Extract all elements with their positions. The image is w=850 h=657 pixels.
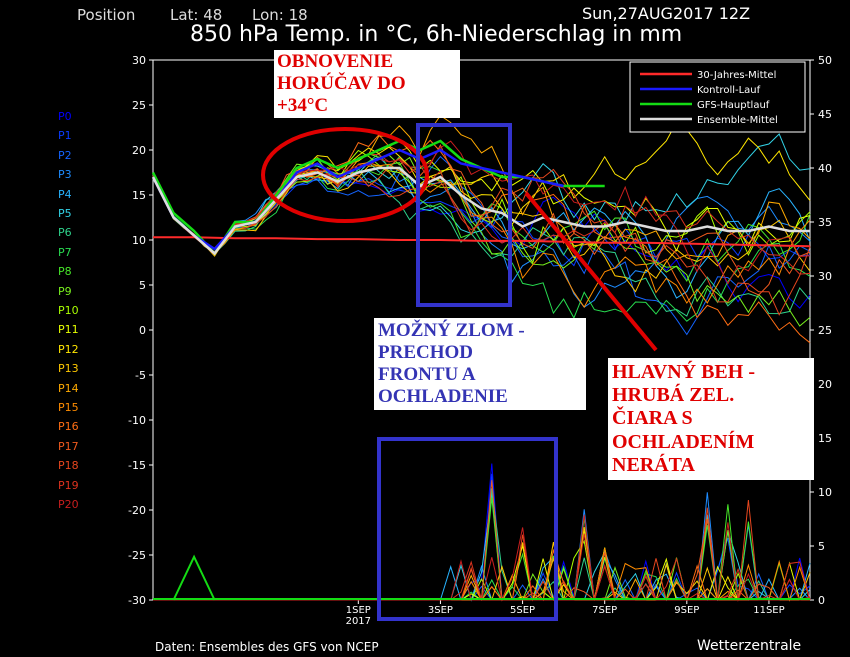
left-tick-label: 20 [132, 144, 146, 157]
member-label: P9 [58, 284, 72, 298]
front-box-precip [377, 437, 558, 621]
member-label: P7 [58, 245, 72, 259]
x-tick-label: 2017 [346, 616, 371, 627]
member-label: P10 [58, 304, 79, 317]
left-tick-label: 5 [139, 279, 146, 292]
right-tick-label: 25 [818, 324, 832, 337]
main-run-annotation: HLAVNÝ BEH - HRUBÁ ZEL. ČIARA S OCHLADEN… [608, 358, 814, 480]
left-tick-label: 25 [132, 99, 146, 112]
x-tick-label: 5SEP [510, 605, 535, 616]
member-label: P14 [58, 381, 79, 395]
legend: 30-Jahres-Mittel Kontroll-Lauf GFS-Haupt… [629, 61, 806, 133]
right-tick-label: 5 [818, 540, 825, 553]
member-line [152, 140, 811, 285]
front-annotation: MOŽNÝ ZLOM - PRECHOD FRONTU A OCHLADENIE [374, 318, 586, 411]
x-tick-label: 9SEP [674, 605, 699, 616]
member-line [152, 153, 811, 275]
member-label: P1 [58, 129, 72, 143]
chart-title: 850 hPa Temp. in °C, 6h-Niederschlag in … [190, 22, 683, 47]
x-tick-label: 3SEP [428, 605, 453, 616]
heat-annotation: OBNOVENIE HORÚČAV DO +34°C [274, 50, 460, 119]
member-label: P6 [58, 226, 72, 240]
member-label: P0 [58, 110, 72, 123]
right-tick-label: 10 [818, 486, 832, 499]
right-tick-label: 30 [818, 270, 832, 283]
legend-label-kontroll: Kontroll-Lauf [697, 85, 761, 96]
right-tick-label: 0 [818, 594, 825, 607]
right-tick-label: 20 [818, 378, 832, 391]
left-tick-label: -20 [128, 504, 146, 517]
member-label: P20 [58, 498, 79, 511]
main-series [151, 139, 811, 601]
member-label: P13 [58, 362, 79, 376]
member-label: P16 [58, 420, 79, 434]
series-ensemble-mittel [151, 166, 810, 256]
member-line [152, 133, 811, 255]
datetime-label: Sun,27AUG2017 12Z [582, 4, 751, 23]
member-label: P5 [58, 207, 72, 220]
main-run-arrow [524, 191, 658, 352]
x-tick-label: 7SEP [592, 605, 617, 616]
member-line [152, 165, 811, 293]
left-tick-label: -30 [128, 594, 146, 607]
left-tick-label: 15 [132, 189, 146, 202]
left-tick-label: 0 [139, 324, 146, 337]
left-axis: 30 25 20 15 10 5 0 -5 -10 -15 -20 -25 -30 [128, 54, 153, 607]
member-label: P8 [58, 265, 72, 279]
x-tick-label: 1SEP [346, 605, 371, 616]
legend-label-gfs: GFS-Hauptlauf [697, 100, 770, 111]
right-tick-label: 40 [818, 162, 832, 175]
front-box-temp [416, 123, 512, 307]
series-30-jahres-mittel [153, 236, 811, 248]
left-tick-label: 10 [132, 234, 146, 247]
legend-label-mittel: 30-Jahres-Mittel [697, 70, 776, 81]
precipitation-lines [153, 463, 811, 602]
left-tick-label: -5 [135, 369, 146, 382]
left-tick-label: -10 [128, 414, 146, 427]
member-label: P12 [58, 342, 79, 356]
member-line [152, 155, 811, 336]
member-label: P15 [58, 401, 79, 414]
lat-label: Lat: 48 [170, 6, 223, 24]
lon-label: Lon: 18 [252, 6, 308, 24]
member-line [152, 139, 811, 254]
right-tick-label: 50 [818, 54, 832, 67]
member-line [152, 143, 811, 296]
x-tick-label: 11SEP [753, 605, 784, 616]
member-line [152, 171, 811, 299]
right-tick-label: 15 [818, 432, 832, 445]
left-tick-label: -25 [128, 549, 146, 562]
series-kontroll-lauf [151, 148, 564, 251]
precip-spike [172, 554, 216, 601]
right-tick-label: 45 [818, 108, 832, 121]
member-label: P11 [58, 323, 79, 337]
member-label: P3 [58, 168, 72, 182]
member-label: P2 [58, 148, 72, 162]
right-tick-label: 35 [818, 216, 832, 229]
member-label: P17 [58, 439, 79, 453]
brand-label: Wetterzentrale [697, 638, 802, 654]
data-source: Daten: Ensembles des GFS von NCEP [155, 640, 379, 654]
member-line [152, 156, 811, 308]
position-label: Position [77, 6, 136, 24]
member-label: P19 [58, 478, 79, 492]
member-label: P18 [58, 459, 79, 473]
legend-label-ensemble: Ensemble-Mittel [697, 115, 778, 126]
ensemble-member-lines [152, 114, 811, 344]
member-label: P4 [58, 187, 72, 201]
heat-ellipse [261, 127, 429, 223]
left-tick-label: -15 [128, 459, 146, 472]
left-tick-label: 30 [132, 54, 146, 67]
